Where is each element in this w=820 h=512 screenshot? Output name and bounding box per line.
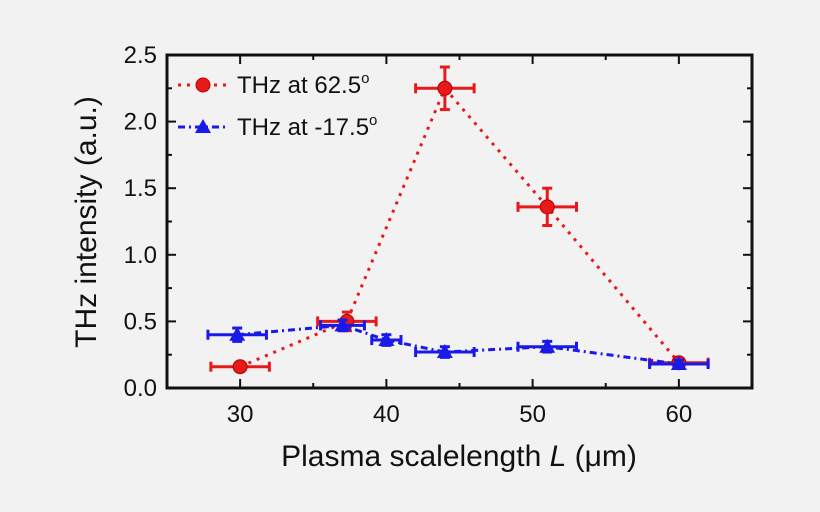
data-point bbox=[539, 199, 555, 215]
axis-ticks bbox=[166, 54, 753, 389]
series-blue bbox=[206, 317, 710, 371]
y-tick-label: 2.5 bbox=[124, 42, 157, 69]
x-tick-label: 50 bbox=[519, 401, 546, 428]
data-point bbox=[232, 359, 248, 375]
x-axis-title: Plasma scalelength L (μm) bbox=[281, 440, 637, 473]
data-point bbox=[670, 356, 687, 371]
data-point bbox=[437, 80, 453, 96]
y-tick-label: 0.0 bbox=[124, 375, 157, 402]
legend-label-blue: THz at -17.5o bbox=[237, 112, 377, 141]
x-tick-label: 30 bbox=[227, 401, 254, 428]
series-red bbox=[209, 65, 710, 375]
axis-tick-labels: 30 40 50 60 0.0 0.5 1.0 1.5 2.0 2.5 bbox=[124, 42, 693, 428]
series-layer bbox=[206, 65, 710, 375]
data-point bbox=[378, 332, 395, 347]
data-point bbox=[436, 344, 453, 359]
legend-entry-blue: THz at -17.5o bbox=[178, 112, 377, 141]
y-tick-label: 0.5 bbox=[124, 308, 157, 335]
plot-frame bbox=[165, 53, 754, 390]
legend-marker-blue bbox=[195, 119, 211, 133]
y-tick-label: 2.0 bbox=[124, 109, 157, 136]
data-point bbox=[229, 326, 246, 341]
legend-marker-red bbox=[195, 77, 211, 93]
y-tick-label: 1.5 bbox=[124, 175, 157, 202]
x-tick-label: 60 bbox=[666, 401, 693, 428]
x-tick-label: 40 bbox=[373, 401, 400, 428]
legend-label-red: THz at 62.5o bbox=[237, 70, 369, 99]
legend: THz at 62.5o THz at -17.5o bbox=[178, 70, 377, 141]
data-point bbox=[334, 317, 351, 332]
legend-entry-red: THz at 62.5o bbox=[178, 70, 369, 99]
data-point bbox=[539, 338, 556, 353]
series-line bbox=[237, 323, 680, 366]
y-axis-title: THz intensity (a.u.) bbox=[70, 96, 103, 348]
y-tick-label: 1.0 bbox=[124, 242, 157, 269]
